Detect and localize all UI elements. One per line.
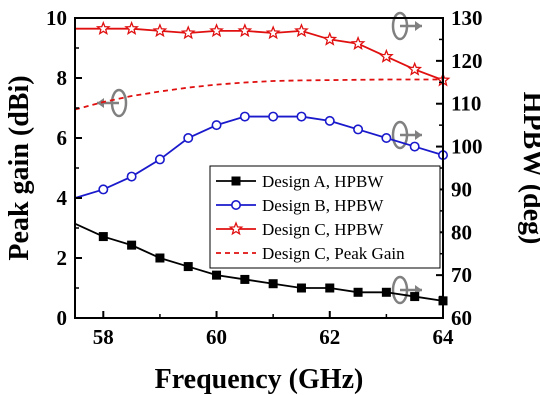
legend-marker [228,221,244,236]
data-point [183,133,194,144]
data-point [240,274,250,284]
right-y-tick-label: 80 [451,220,472,244]
axis-pointer-icon [391,11,422,41]
axis-pointer-icon [391,120,422,150]
data-point [126,171,137,182]
data-point [127,240,137,250]
left-y-tick-label: 6 [57,126,68,150]
right-y-axis-title: HPBW (deg) [517,92,540,245]
data-point [212,270,222,280]
data-point [154,154,165,165]
data-point [95,20,111,36]
right-y-tick-label: 110 [451,92,481,116]
left-y-tick-label: 4 [57,186,68,210]
legend-label: Design C, Peak Gain [262,244,405,263]
series-line [74,222,444,302]
legend-item: Design C, HPBW [216,220,384,239]
x-tick-label: 60 [206,325,227,349]
right-y-tick-label: 90 [451,177,472,201]
data-point [324,115,335,126]
right-y-tick-label: 120 [451,49,483,73]
data-point [155,253,165,263]
left-y-tick-label: 2 [57,246,68,270]
data-point [353,287,363,297]
x-tick-label: 62 [319,325,340,349]
x-axis-title: Frequency (GHz) [155,364,364,395]
left-y-tick-label: 10 [46,6,67,30]
data-point [211,120,222,131]
pointer-arrow-head [97,98,104,108]
data-point [410,292,420,302]
data-point [265,25,281,40]
data-point [180,25,196,40]
legend-item: Design B, HPBW [216,196,384,215]
axis-pointer-icon [97,88,128,118]
legend-marker [231,200,242,211]
data-point [268,279,278,289]
series-1 [74,111,448,199]
data-point [381,287,391,297]
data-point [353,124,364,135]
right-y-tick-label: 130 [451,6,483,30]
data-point [296,111,307,122]
data-point [378,48,394,63]
legend-marker [231,176,241,186]
data-point [381,133,392,144]
data-point [98,184,109,195]
data-point [209,23,224,38]
right-y-tick-label: 100 [451,135,483,159]
right-y-tick-label: 60 [451,306,472,330]
series-3 [74,78,443,111]
data-point [98,232,108,242]
data-point [325,283,335,293]
data-point [322,31,338,46]
data-point [296,283,306,293]
left-y-tick-label: 8 [57,66,68,90]
series-line [74,78,443,111]
legend-box [209,165,441,269]
x-tick-label: 64 [433,325,455,349]
data-point [239,111,250,122]
pointer-arrow-head [415,130,422,140]
legend: Design A, HPBW Design B, HPBW Design C, HP… [209,165,441,269]
data-point [268,111,279,122]
legend-item: Design A, HPBW [216,172,384,191]
data-point [407,61,423,76]
right-y-tick-label: 70 [451,263,472,287]
left-y-axis-title: Peak gain (dBi) [4,75,35,260]
series-layer [74,20,451,306]
legend-label: Design C, HPBW [262,220,384,239]
data-point [409,141,420,152]
data-point [183,262,193,272]
data-point [237,23,253,38]
axes-layer: 58 60 62 64 0 2 4 6 8 10 60 70 80 90 100 110 120 130 [46,6,483,349]
pointer-arrow-head [415,21,422,31]
data-point [350,35,366,51]
legend-label: Design A, HPBW [262,172,384,191]
x-tick-label: 58 [93,325,114,349]
data-point [124,20,140,36]
data-point [152,23,168,38]
legend-item: Design C, Peak Gain [216,244,405,263]
data-point [294,23,309,38]
legend-label: Design B, HPBW [262,196,384,215]
left-y-tick-label: 0 [57,306,68,330]
